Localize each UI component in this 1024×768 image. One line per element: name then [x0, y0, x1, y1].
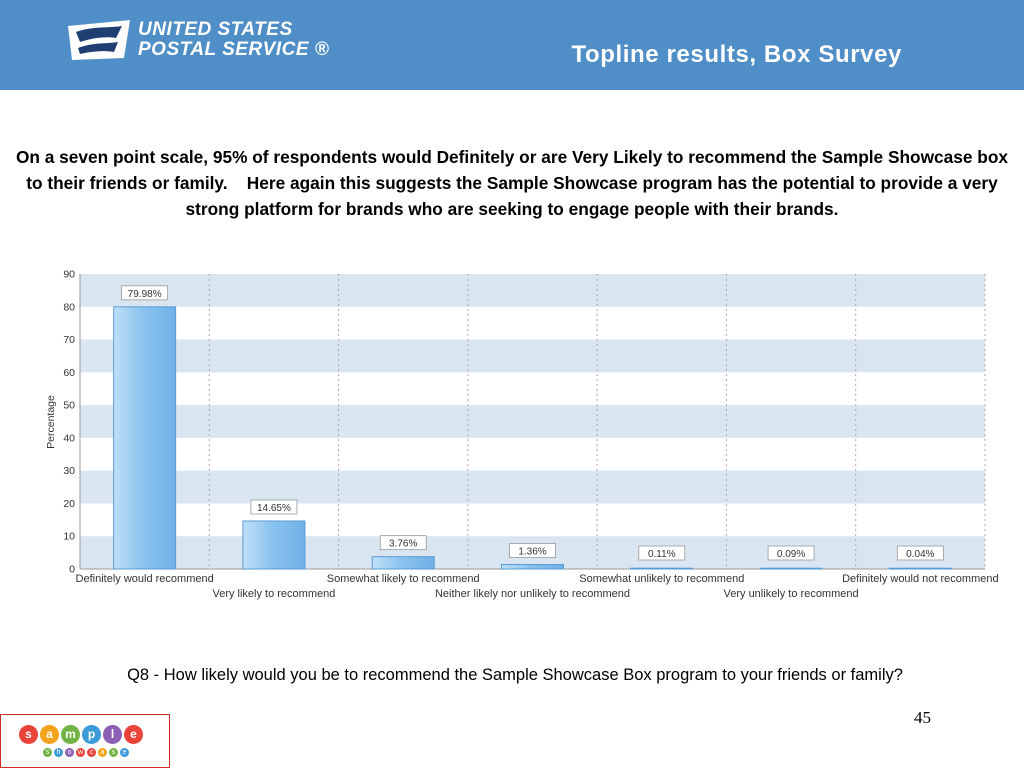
data-label-box [121, 285, 169, 301]
x-tick-label: Somewhat unlikely to recommend [579, 573, 744, 585]
x-tick-label: Very unlikely to recommend [724, 588, 859, 600]
intro-paragraph: On a seven point scale, 95% of responden… [15, 147, 1013, 219]
y-tick-label: 50 [63, 400, 75, 412]
logo-sub-letter: w [76, 748, 85, 757]
logo-letter: e [124, 725, 143, 744]
grid-band [80, 405, 985, 438]
grid-separators [208, 274, 986, 569]
bar [113, 306, 177, 570]
data-labels: 79.98% 14.65% 3.76% 1.36% 0.11% 0.09% 0.04% [121, 285, 944, 561]
x-tick-label: Definitely would not recommend [842, 573, 999, 585]
y-tick-label: 10 [63, 531, 75, 543]
logo-sub-letter: e [120, 748, 129, 757]
eagle-icon [68, 20, 130, 60]
y-axis-ticks: 0 10 20 30 40 50 60 70 80 90 [63, 269, 75, 576]
x-tick-label: Very likely to recommend [212, 588, 335, 600]
logo-sub-letter: s [43, 748, 52, 757]
bar [630, 567, 694, 570]
data-label-box [379, 535, 427, 551]
logo-line-1: UNITED STATES [138, 19, 293, 40]
bar [501, 564, 564, 570]
y-tick-label: 70 [63, 334, 75, 346]
grid-band [80, 274, 985, 307]
y-tick-label: 0 [69, 564, 75, 576]
data-label: 0.04% [906, 549, 934, 560]
y-axis-label: Percentage [45, 395, 57, 449]
bar [371, 556, 435, 570]
bars [113, 306, 952, 570]
slide-title: Topline results, Box Survey [571, 41, 902, 68]
bar-chart: 0 10 20 30 40 50 60 70 80 90 79.98% 14.65% 3.76% 1.3… [45, 269, 999, 601]
logo-letter: a [40, 725, 59, 744]
logo-sub-letter: c [87, 748, 96, 757]
y-tick-label: 60 [63, 367, 75, 379]
data-label-box [250, 499, 298, 515]
x-axis-labels: Definitely would recommend Very likely to… [76, 573, 999, 600]
logo-letter: m [61, 725, 80, 744]
y-tick-label: 40 [63, 432, 75, 444]
logo-sub-letter: o [65, 748, 74, 757]
logo-line-2: POSTAL SERVICE ® [138, 39, 330, 60]
logo-letter: s [19, 725, 38, 744]
grid-band [80, 339, 985, 373]
data-label: 0.11% [648, 549, 676, 560]
question-text: Q8 - How likely would you be to recommen… [127, 666, 903, 684]
data-label-box [767, 545, 815, 561]
logo-sub-letter: a [98, 748, 107, 757]
y-tick-label: 20 [63, 498, 75, 510]
data-label-box [509, 543, 556, 558]
data-label: 14.65% [257, 503, 291, 514]
logo-sub-letter: h [54, 748, 63, 757]
usps-logo: UNITED STATES POSTAL SERVICE ® [66, 18, 336, 68]
data-label-box [896, 545, 944, 561]
logo-letter: p [82, 725, 101, 744]
header-bar: UNITED STATES POSTAL SERVICE ® Topline r… [0, 0, 1024, 90]
x-tick-label: Somewhat likely to recommend [327, 573, 480, 585]
bar [242, 520, 306, 570]
page-number: 45 [914, 708, 931, 727]
data-label-box [638, 545, 686, 561]
data-label: 79.98% [128, 289, 162, 300]
y-tick-label: 80 [63, 301, 75, 313]
grid-bands [79, 274, 985, 570]
x-tick-label: Definitely would recommend [76, 573, 214, 585]
logo-letter: l [103, 725, 122, 744]
grid-band [80, 470, 985, 504]
bar [888, 567, 952, 570]
y-tick-label: 90 [63, 269, 75, 281]
bar [759, 567, 823, 570]
data-label: 3.76% [389, 539, 417, 550]
x-tick-label: Neither likely nor unlikely to recommend [435, 588, 630, 600]
logo-sub-letter: s [109, 748, 118, 757]
y-tick-label: 30 [63, 465, 75, 477]
data-label: 1.36% [518, 547, 546, 558]
data-label: 0.09% [777, 549, 805, 560]
